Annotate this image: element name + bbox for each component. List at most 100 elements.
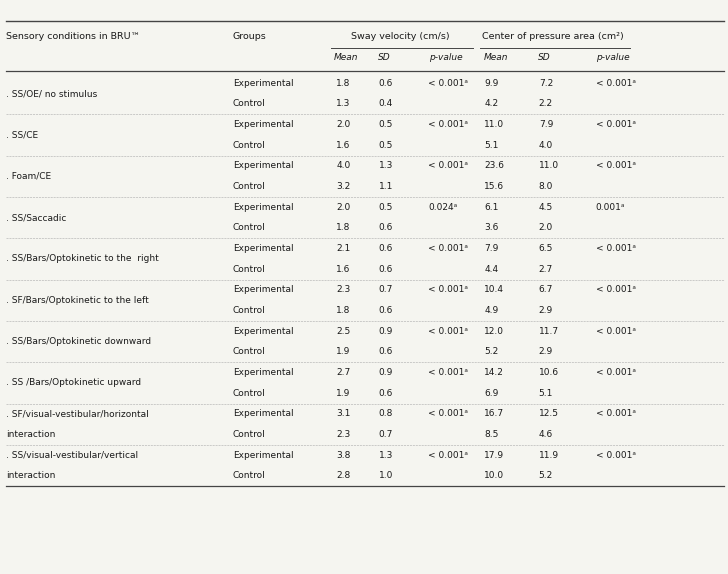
Text: 8.0: 8.0 [539,182,553,191]
Text: 2.3: 2.3 [336,285,351,294]
Text: 5.2: 5.2 [539,471,553,480]
Text: Experimental: Experimental [233,368,293,377]
Text: < 0.001ᵃ: < 0.001ᵃ [428,409,468,418]
Text: . Foam/CE: . Foam/CE [6,172,51,181]
Text: 11.7: 11.7 [539,327,559,336]
Text: 3.2: 3.2 [336,182,351,191]
Text: 0.024ᵃ: 0.024ᵃ [428,203,457,212]
Text: 1.8: 1.8 [336,306,351,315]
Text: Experimental: Experimental [233,120,293,129]
Text: Control: Control [233,265,266,274]
Text: Control: Control [233,471,266,480]
Text: 0.5: 0.5 [379,141,393,150]
Text: Control: Control [233,389,266,398]
Text: 11.9: 11.9 [539,451,559,460]
Text: 2.9: 2.9 [539,306,553,315]
Text: < 0.001ᵃ: < 0.001ᵃ [596,409,636,418]
Text: 0.6: 0.6 [379,306,393,315]
Text: 2.3: 2.3 [336,430,351,439]
Text: . SS/OE/ no stimulus: . SS/OE/ no stimulus [6,89,97,98]
Text: 0.9: 0.9 [379,327,393,336]
Text: 10.6: 10.6 [539,368,559,377]
Text: Experimental: Experimental [233,451,293,460]
Text: < 0.001ᵃ: < 0.001ᵃ [428,368,468,377]
Text: 0.001ᵃ: 0.001ᵃ [596,203,625,212]
Text: < 0.001ᵃ: < 0.001ᵃ [596,368,636,377]
Text: 1.9: 1.9 [336,347,351,356]
Text: 2.9: 2.9 [539,347,553,356]
Text: Control: Control [233,347,266,356]
Text: . SS/Bars/Optokinetic downward: . SS/Bars/Optokinetic downward [6,337,151,346]
Text: 7.9: 7.9 [539,120,553,129]
Text: 1.9: 1.9 [336,389,351,398]
Text: 2.7: 2.7 [336,368,351,377]
Text: Sway velocity (cm/s): Sway velocity (cm/s) [351,32,450,41]
Text: 6.7: 6.7 [539,285,553,294]
Text: 2.2: 2.2 [539,99,553,108]
Text: . SS/Bars/Optokinetic to the  right: . SS/Bars/Optokinetic to the right [6,254,159,263]
Text: 1.3: 1.3 [379,451,393,460]
Text: Experimental: Experimental [233,161,293,170]
Text: 8.5: 8.5 [484,430,499,439]
Text: . SF/Bars/Optokinetic to the left: . SF/Bars/Optokinetic to the left [6,296,149,305]
Text: 0.4: 0.4 [379,99,393,108]
Text: 3.6: 3.6 [484,223,499,232]
Text: 11.0: 11.0 [484,120,505,129]
Text: 10.0: 10.0 [484,471,505,480]
Text: 0.7: 0.7 [379,430,393,439]
Text: . SS/Saccadic: . SS/Saccadic [6,213,66,222]
Text: Control: Control [233,182,266,191]
Text: Control: Control [233,223,266,232]
Text: 12.5: 12.5 [539,409,558,418]
Text: 0.6: 0.6 [379,347,393,356]
Text: 1.6: 1.6 [336,265,351,274]
Text: 6.9: 6.9 [484,389,499,398]
Text: < 0.001ᵃ: < 0.001ᵃ [428,451,468,460]
Text: < 0.001ᵃ: < 0.001ᵃ [596,451,636,460]
Text: < 0.001ᵃ: < 0.001ᵃ [428,161,468,170]
Text: < 0.001ᵃ: < 0.001ᵃ [596,120,636,129]
Text: SD: SD [378,53,390,63]
Text: 7.9: 7.9 [484,244,499,253]
Text: Experimental: Experimental [233,244,293,253]
Text: 0.6: 0.6 [379,389,393,398]
Text: interaction: interaction [6,471,55,480]
Text: < 0.001ᵃ: < 0.001ᵃ [428,327,468,336]
Text: . SS/visual-vestibular/vertical: . SS/visual-vestibular/vertical [6,451,138,460]
Text: < 0.001ᵃ: < 0.001ᵃ [428,244,468,253]
Text: 5.2: 5.2 [484,347,499,356]
Text: 1.6: 1.6 [336,141,351,150]
Text: 1.0: 1.0 [379,471,393,480]
Text: 2.0: 2.0 [336,120,351,129]
Text: 0.6: 0.6 [379,244,393,253]
Text: 1.8: 1.8 [336,223,351,232]
Text: 23.6: 23.6 [484,161,504,170]
Text: < 0.001ᵃ: < 0.001ᵃ [596,79,636,88]
Text: 4.6: 4.6 [539,430,553,439]
Text: 2.0: 2.0 [539,223,553,232]
Text: 4.2: 4.2 [484,99,498,108]
Text: 7.2: 7.2 [539,79,553,88]
Text: 1.3: 1.3 [336,99,351,108]
Text: 6.1: 6.1 [484,203,499,212]
Text: < 0.001ᵃ: < 0.001ᵃ [596,161,636,170]
Text: 6.5: 6.5 [539,244,553,253]
Text: Control: Control [233,141,266,150]
Text: 17.9: 17.9 [484,451,505,460]
Text: 4.0: 4.0 [336,161,351,170]
Text: p-value: p-value [429,53,462,63]
Text: 0.6: 0.6 [379,265,393,274]
Text: Center of pressure area (cm²): Center of pressure area (cm²) [483,32,624,41]
Text: < 0.001ᵃ: < 0.001ᵃ [596,327,636,336]
Text: 0.6: 0.6 [379,79,393,88]
Text: 5.1: 5.1 [484,141,499,150]
Text: < 0.001ᵃ: < 0.001ᵃ [428,285,468,294]
Text: 0.5: 0.5 [379,120,393,129]
Text: Experimental: Experimental [233,409,293,418]
Text: 15.6: 15.6 [484,182,505,191]
Text: 2.8: 2.8 [336,471,351,480]
Text: 2.1: 2.1 [336,244,351,253]
Text: 4.0: 4.0 [539,141,553,150]
Text: . SF/visual-vestibular/horizontal: . SF/visual-vestibular/horizontal [6,409,149,418]
Text: 0.5: 0.5 [379,203,393,212]
